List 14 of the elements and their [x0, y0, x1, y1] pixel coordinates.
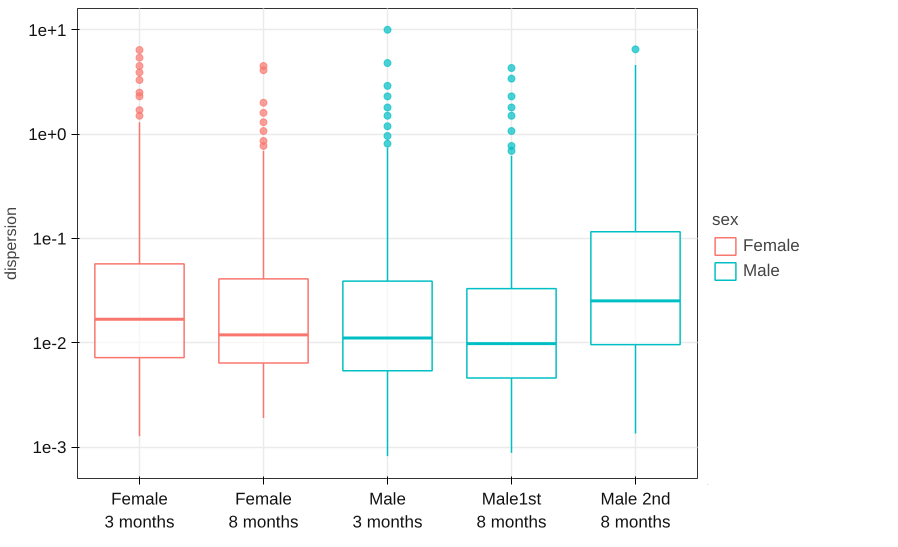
y-tick-label: 1e-3	[32, 438, 67, 458]
legend-label: Male	[743, 261, 780, 281]
legend-label: Female	[743, 236, 800, 256]
x-tick-label: Female 8 months	[228, 490, 298, 532]
y-tick-label: 1e+1	[28, 20, 67, 40]
y-tick-label: 1e-1	[32, 229, 67, 248]
x-tick-label: Male 3 months	[352, 490, 422, 532]
y-tick-label: 1e-2	[32, 334, 67, 353]
x-tick-label: Male1st 8 months	[476, 490, 546, 532]
x-tick-label: Female 3 months	[104, 490, 174, 532]
x-tick-label: Male 2nd 8 months	[600, 490, 670, 532]
legend-title: sex	[712, 210, 740, 230]
y-tick-label: 1e+0	[28, 125, 67, 144]
y-axis-title: dispersion	[3, 207, 20, 280]
